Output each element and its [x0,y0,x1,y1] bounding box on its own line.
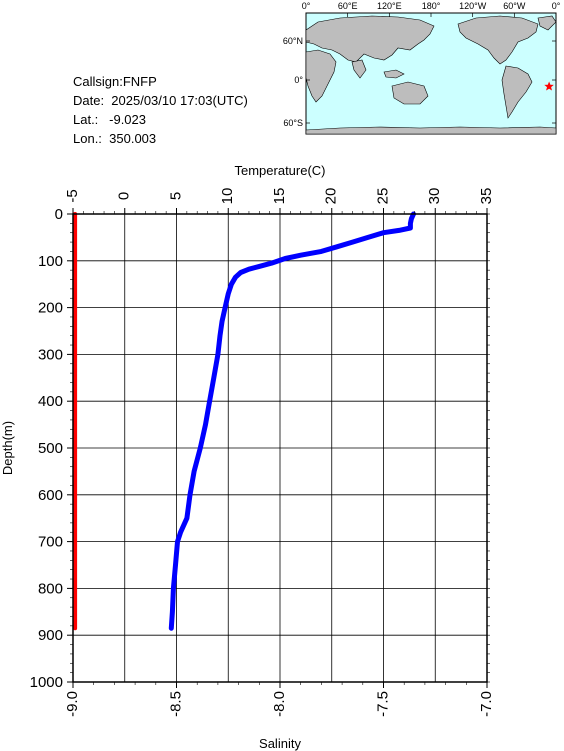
temperature-tick-label: 35 [478,188,495,205]
land-indonesia [383,69,405,79]
temperature-tick-label: 5 [167,192,184,200]
chart-series [73,211,416,631]
temperature-tick-label: 20 [323,188,340,205]
depth-tick-label: 200 [38,300,63,317]
date-text: Date: 2025/03/10 17:03(UTC) [73,93,248,108]
map-lon-label: 120°E [377,1,402,11]
temperature-tick-label: 0 [116,192,133,200]
station-marker [544,81,554,91]
map-lon-label: 180° [422,1,441,11]
callsign-text: Callsign:FNFP [73,74,157,89]
chart-grid [72,213,488,683]
lat-text: Lat.: -9.023 [73,112,146,127]
depth-axis-label: Depth(m) [0,421,15,475]
temperature-tick-label: 30 [426,188,443,205]
map-tick-labels: 0° 60°E 120°E 180° 120°W 60°W 0° 60°N 0° 60°S [283,1,561,128]
depth-tick-label: 300 [38,346,63,363]
map-lon-label: 60°E [338,1,358,11]
map-lat-label: 60°S [283,118,303,128]
temperature-tick-label: -5 [64,189,81,202]
temperature-tick-label: 10 [219,188,236,205]
temperature-axis-label: Temperature(C) [234,163,325,178]
salinity-tick-label: -9.0 [64,691,81,717]
land-greenland [537,15,557,31]
depth-tick-label: 500 [38,440,63,457]
salinity-tick-label: -8.5 [167,691,184,717]
map-lon-label: 0° [302,1,311,11]
map-lat-label: 60°N [283,36,303,46]
depth-tick-label: 100 [38,253,63,270]
salinity-axis-label: Salinity [259,736,301,751]
depth-tick-label: 800 [38,580,63,597]
depth-tick-label: 600 [38,487,63,504]
salinity-tick-label: -8.0 [271,691,288,717]
lon-text: Lon.: 350.003 [73,131,157,146]
star-icon [544,81,554,91]
land-africa [305,49,337,103]
land-eurasia [305,15,435,63]
map-lon-label: 0° [552,1,561,11]
map-lon-label: 120°W [459,1,487,11]
map-land [305,15,557,135]
land-australia [391,81,429,105]
land-south-america [501,65,533,119]
land-india [351,59,367,79]
station-info: Callsign:FNFP Date: 2025/03/10 17:03(UTC… [73,72,248,148]
temperature-tick-label: 25 [374,188,391,205]
depth-tick-label: 900 [38,627,63,644]
map-lat-label: 0° [294,75,303,85]
depth-tick-label: 0 [55,206,63,223]
salinity-tick-label: -7.0 [478,691,495,717]
map-lon-label: 60°W [503,1,526,11]
depth-tick-label: 400 [38,393,63,410]
temperature-profile-line [168,211,416,631]
depth-tick-label: 1000 [30,674,63,691]
plot-frame [72,213,488,683]
land-antarctica [305,126,557,135]
salinity-tick-label: -7.5 [374,691,391,717]
depth-tick-label: 700 [38,534,63,551]
world-map-inset: 0° 60°E 120°E 180° 120°W 60°W 0° 60°N 0° 60°S [283,1,561,135]
land-north-america [457,15,539,65]
temperature-tick-label: 15 [271,188,288,205]
